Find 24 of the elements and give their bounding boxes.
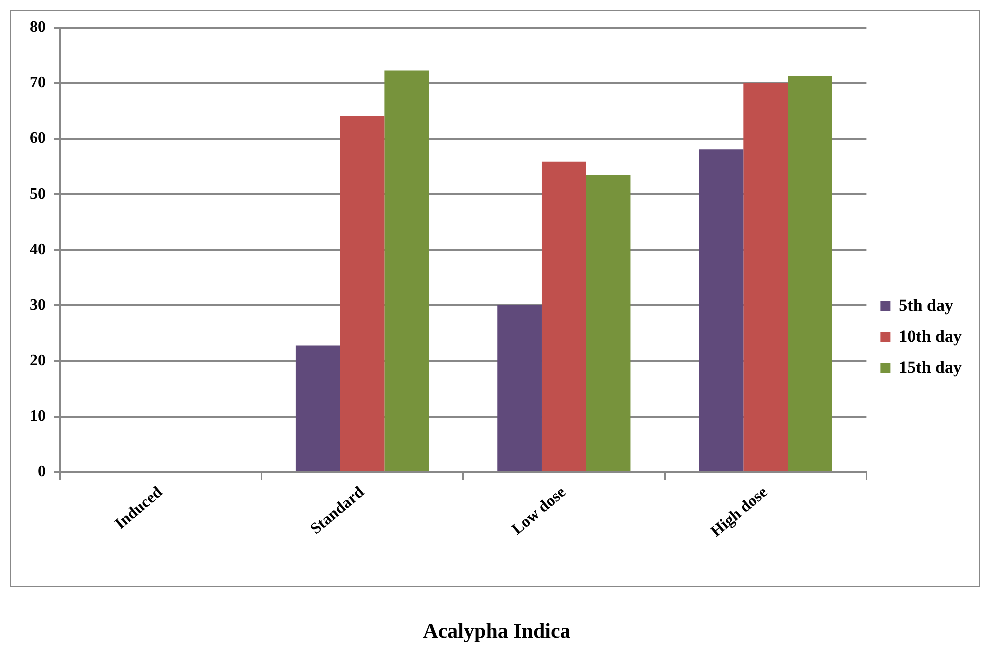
y-tick-label: 0: [38, 464, 46, 481]
bar: [340, 116, 385, 472]
bar: [788, 76, 832, 472]
y-tick-label: 50: [30, 186, 46, 203]
legend-label: 15th day: [899, 358, 962, 377]
bar: [296, 346, 340, 472]
bar: [744, 84, 788, 472]
y-tick-label: 40: [30, 241, 46, 258]
x-tick-label: Low dose: [509, 484, 570, 538]
y-tick-label: 10: [30, 408, 46, 425]
y-tick-label: 60: [30, 130, 46, 148]
y-tick-label: 20: [30, 352, 46, 370]
bar: [498, 305, 542, 472]
x-tick-label: High dose: [708, 484, 772, 541]
bar: [586, 175, 631, 472]
y-tick-label: 30: [30, 296, 46, 314]
text: Acalypha Indica: [423, 618, 572, 643]
bar: [699, 150, 744, 472]
legend-label: 10th day: [899, 326, 962, 346]
bar: [542, 162, 586, 472]
y-tick-label: 70: [30, 74, 46, 92]
y-tick-label: 80: [30, 19, 46, 36]
bar: [384, 70, 430, 472]
legend-label: 5th day: [899, 296, 954, 315]
